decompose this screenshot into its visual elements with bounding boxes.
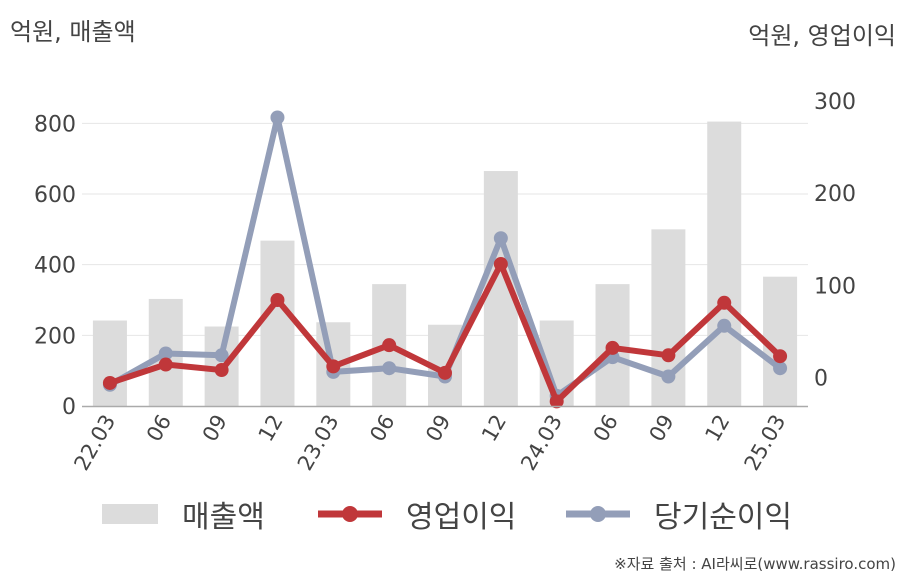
legend-item-operating: 영업이익 <box>318 492 516 536</box>
left-axis-unit: 억원, 매출액 <box>10 18 136 46</box>
revenue-bar <box>260 240 295 406</box>
legend-label-operating: 영업이익 <box>406 500 517 535</box>
x-tick-label: 09 <box>421 411 455 446</box>
operating-profit-point <box>549 394 564 409</box>
net-income-point <box>158 346 173 361</box>
operating-profit-point <box>382 338 397 353</box>
net-income-point <box>493 231 508 246</box>
operating-profit-point <box>493 257 508 272</box>
operating-profit-point <box>717 295 732 310</box>
net-income-point <box>661 369 676 384</box>
net-income-point <box>214 348 229 363</box>
net-income-point <box>270 110 285 125</box>
y-left-tick-label: 800 <box>34 112 76 137</box>
x-tick-label: 06 <box>365 411 399 446</box>
legend: 매출액 영업이익 당기순이익 <box>0 492 908 536</box>
net-income-point <box>717 318 732 333</box>
y-left-tick-label: 200 <box>34 324 76 349</box>
operating-profit-point <box>214 363 229 378</box>
x-tick-label: 23.03 <box>293 411 344 475</box>
y-left-tick-label: 600 <box>34 183 76 208</box>
x-tick-label: 06 <box>589 411 623 446</box>
operating-profit-point <box>326 359 341 374</box>
operating-profit-point <box>438 365 452 380</box>
revenue-bar <box>92 320 127 406</box>
legend-item-net: 당기순이익 <box>566 492 792 536</box>
legend-swatch-revenue <box>102 504 158 524</box>
x-tick-label: 12 <box>477 411 511 446</box>
operating-profit-point <box>158 357 173 372</box>
x-tick-label: 06 <box>142 411 176 446</box>
grid-lines <box>82 122 808 336</box>
legend-swatch-net <box>566 506 630 522</box>
y-right-tick-label: 100 <box>814 274 856 299</box>
y-left-tick-label: 400 <box>34 254 76 279</box>
operating-profit-point <box>270 293 285 307</box>
source-note: ※자료 출처 : AI라씨로(www.rassiro.com) <box>614 555 896 573</box>
y-right-tick-label: 300 <box>814 90 856 115</box>
operating-profit-point <box>773 349 788 364</box>
x-tick-label: 09 <box>198 411 232 446</box>
x-tick-label: 22.03 <box>69 411 120 475</box>
operating-profit-point <box>661 348 676 363</box>
legend-label-revenue: 매출액 <box>182 500 265 535</box>
legend-swatch-operating <box>318 506 382 522</box>
legend-label-net: 당기순이익 <box>654 500 792 535</box>
legend-item-revenue: 매출액 <box>102 492 265 536</box>
x-tick-label: 09 <box>645 411 679 446</box>
net-income-point <box>773 361 788 376</box>
x-tick-label: 12 <box>254 411 288 446</box>
y-right-tick-label: 0 <box>814 366 828 391</box>
y-left-tick-label: 0 <box>62 395 76 420</box>
right-axis-unit: 억원, 영업이익 <box>748 22 896 50</box>
profit-lines <box>102 110 788 409</box>
y-right-tick-label: 200 <box>814 182 856 207</box>
net-income-point <box>382 361 397 376</box>
revenue-bar <box>707 121 742 407</box>
revenue-bars <box>92 121 798 407</box>
x-tick-label: 25.03 <box>740 411 791 475</box>
operating-profit-point <box>102 375 117 390</box>
x-tick-label: 12 <box>700 411 734 446</box>
x-tick-label: 24.03 <box>516 411 567 475</box>
operating-profit-point <box>605 340 620 355</box>
